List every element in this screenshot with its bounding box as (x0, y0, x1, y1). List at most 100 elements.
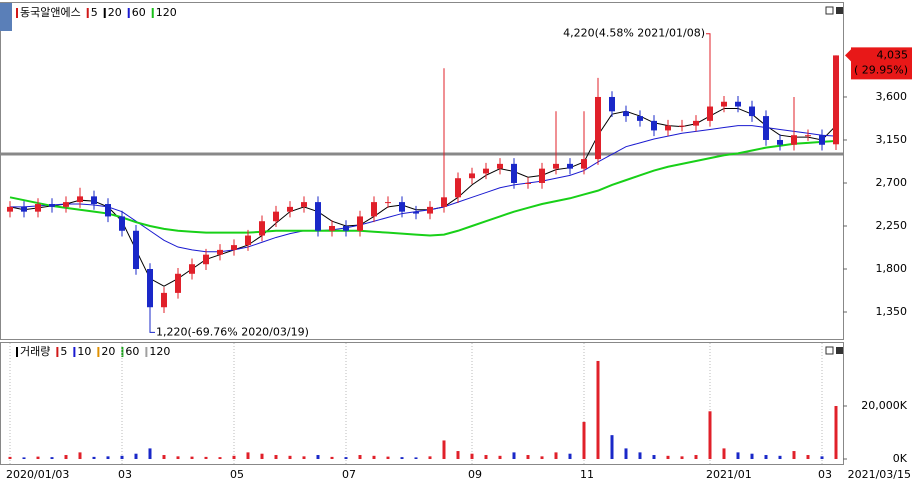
candle-body (651, 120, 657, 131)
volume-bar (274, 455, 278, 460)
volume-bar (722, 448, 726, 460)
candle-body (105, 204, 111, 217)
candle-body (343, 225, 349, 231)
legend-swatch (73, 347, 76, 357)
candle-body (399, 202, 405, 212)
candle-body (273, 211, 279, 222)
candle-body (525, 182, 531, 184)
legend-label: 20 (101, 345, 115, 358)
current-price-tag (845, 47, 912, 80)
volume-bar (582, 421, 586, 460)
window-button[interactable] (836, 7, 843, 14)
volume-bar (190, 456, 194, 460)
volume-bar (106, 456, 110, 460)
x-tick-label: 07 (342, 468, 356, 481)
candle-body (161, 292, 167, 308)
candle-body (7, 206, 13, 212)
legend-swatch (103, 8, 106, 18)
volume-bar (792, 451, 796, 460)
volume-bar (330, 456, 334, 460)
legend-swatch (127, 8, 130, 18)
volume-bar (456, 451, 460, 460)
y-tick-label: 2,250 (876, 219, 908, 232)
volume-bar (232, 455, 236, 460)
legend-label: 60 (125, 345, 139, 358)
candle-body (315, 202, 321, 231)
volume-bar (176, 456, 180, 460)
candle-body (805, 135, 811, 137)
volume-bar (400, 457, 404, 460)
candle-body (217, 249, 223, 255)
volume-bar (568, 453, 572, 460)
candle-body (63, 202, 69, 207)
candle-body (497, 163, 503, 169)
candle-body (329, 225, 335, 231)
x-tick-label: 03 (818, 468, 832, 481)
candle-body (567, 163, 573, 169)
candle-body (609, 96, 615, 112)
high-annotation: 4,220(4.58% 2021/01/08) (563, 27, 705, 40)
window-button[interactable] (825, 346, 834, 355)
candle-body (511, 163, 517, 183)
volume-bar (386, 456, 390, 460)
candle-body (91, 196, 97, 205)
current-price: 4,035 (877, 48, 909, 61)
volume-bar (540, 456, 544, 460)
window-button[interactable] (836, 347, 843, 354)
candle-body (133, 230, 139, 269)
legend-swatch (16, 8, 18, 18)
candle-body (553, 163, 559, 169)
legend-swatch (16, 347, 18, 357)
volume-bar (512, 452, 516, 460)
candle-body (301, 202, 307, 207)
candle-body (441, 197, 447, 207)
y-tick-label: 1,350 (876, 305, 908, 318)
x-tick-label: 2020/01/03 (6, 468, 69, 481)
y-tick-label: 20,000K (861, 399, 907, 412)
candle-body (483, 168, 489, 174)
legend-label: 10 (77, 345, 91, 358)
x-tick-label: 11 (580, 468, 594, 481)
volume-bar (708, 411, 712, 460)
candle-body (665, 125, 671, 131)
candle-body (35, 204, 41, 212)
y-tick-label: 3,600 (876, 90, 908, 103)
candle-body (679, 125, 685, 127)
window-button[interactable] (825, 6, 834, 15)
volume-bar (470, 453, 474, 460)
volume-bar (288, 455, 292, 460)
volume-bar (526, 455, 530, 460)
candle-body (427, 206, 433, 214)
legend-swatch (97, 347, 100, 357)
volume-bar (246, 452, 250, 460)
volume-bar (64, 455, 68, 460)
volume-bar (680, 456, 684, 460)
volume-bar (666, 455, 670, 460)
legend-label: 20 (108, 6, 122, 19)
annotation-arrow (706, 33, 711, 38)
moving-average (9, 139, 837, 237)
annotation-point (149, 323, 151, 325)
candle-body (203, 254, 209, 265)
side-icon[interactable] (0, 3, 12, 31)
candle-body (455, 178, 461, 198)
candle-body (357, 216, 363, 231)
candle-body (245, 235, 251, 246)
volume-bar (596, 360, 600, 460)
candle-body (287, 206, 293, 212)
volume-bar (372, 455, 376, 460)
legend-swatch (86, 8, 89, 18)
volume-bar (120, 455, 124, 460)
y-tick-label: 1,800 (876, 262, 908, 275)
volume-bar (204, 456, 208, 460)
candle-body (693, 120, 699, 126)
price-panel (0, 2, 844, 340)
volume-bar (344, 457, 348, 460)
candle-body (49, 204, 55, 207)
volume-bar (134, 453, 138, 460)
legend-swatch (56, 347, 59, 357)
candle-body (469, 173, 475, 179)
volume-bar (498, 455, 502, 460)
volume-bar (162, 455, 166, 460)
